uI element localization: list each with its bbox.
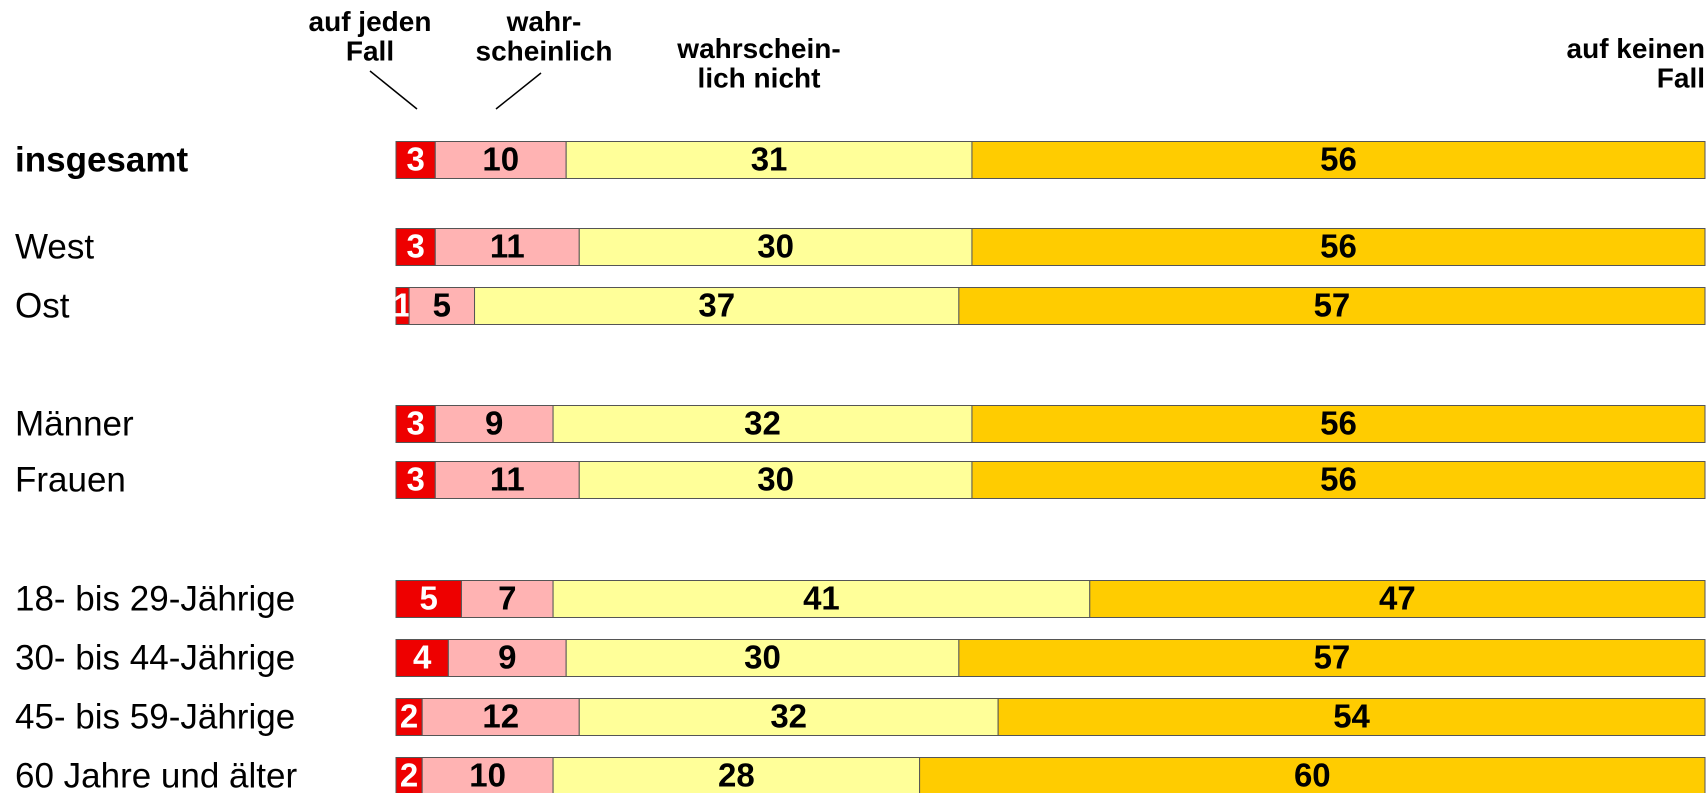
bar-segment [434,141,567,179]
value-label: 41 [803,580,840,617]
bar-segment [1089,580,1706,618]
bar-segment [395,639,449,677]
bar-segment [395,228,436,266]
value-label: 56 [1320,461,1357,498]
bar-segment [919,757,1706,793]
bar-segment [971,228,1706,266]
bar-segment [552,405,973,443]
bar-segment [971,141,1706,179]
bar-segment [578,228,973,266]
bar-segment [395,461,436,499]
value-label: 30 [744,639,781,676]
value-label: 3 [406,461,424,498]
value-label: 32 [744,405,781,442]
value-label: 12 [482,698,519,735]
row-label: insgesamt [15,140,188,179]
leader-line [369,70,418,110]
value-label: 1 [393,287,411,324]
value-label: 37 [698,287,735,324]
bar-segment [971,461,1706,499]
value-label: 60 [1294,757,1331,793]
value-label: 54 [1333,698,1370,735]
value-label: 5 [420,580,438,617]
value-label: 57 [1314,639,1351,676]
row-label: Männer [15,404,134,443]
value-label: 3 [406,141,424,178]
bar-segment [565,639,960,677]
row-label: 18- bis 29-Jährige [15,579,295,618]
value-label: 10 [469,757,506,793]
bar-segment [474,287,960,325]
bar-segment [447,639,567,677]
value-label: 57 [1314,287,1351,324]
legend-label: wahrschein-lich nicht [676,33,840,93]
value-label: 47 [1379,580,1416,617]
bar-segment [971,405,1706,443]
bar-segment [421,757,554,793]
bar-segment [958,287,1706,325]
value-label: 30 [757,461,794,498]
legend-label: auf jeden Fall [309,6,432,66]
value-label: 7 [498,580,516,617]
value-label: 9 [485,405,503,442]
bar-segment [552,580,1091,618]
value-label: 28 [718,757,755,793]
row-label: 30- bis 44-Jährige [15,638,295,677]
value-label: 56 [1320,141,1357,178]
value-label: 32 [770,698,807,735]
bar-segment [997,698,1706,736]
legend-label: wahr-scheinlich [476,6,613,66]
value-label: 30 [757,228,794,265]
row-label: West [15,227,94,266]
value-label: 2 [400,698,418,735]
value-label: 56 [1320,405,1357,442]
value-label: 10 [482,141,519,178]
legend-label: auf keinen Fall [1567,33,1705,93]
leader-line [495,72,542,110]
bar-segment [958,639,1706,677]
value-label: 31 [751,141,788,178]
value-label: 5 [433,287,451,324]
row-label: Ost [15,286,70,325]
value-label: 11 [490,228,525,265]
bar-segment [395,698,423,736]
value-label: 3 [406,405,424,442]
bar-segment [395,141,436,179]
bar-segment [395,405,436,443]
value-label: 2 [400,757,418,793]
value-label: 11 [490,461,525,498]
bar-segment [434,228,580,266]
bar-segment [565,141,973,179]
bar-segment [578,461,973,499]
row-label: 60 Jahre und älter [15,756,297,793]
bar-segment [434,461,580,499]
bar-segment [421,698,580,736]
bar-segment [552,757,921,793]
bar-segment [395,580,462,618]
value-label: 9 [498,639,516,676]
value-label: 4 [413,639,432,676]
bar-segment [408,287,476,325]
row-label: 45- bis 59-Jährige [15,697,295,736]
value-label: 3 [406,228,424,265]
value-label: 56 [1320,228,1357,265]
row-label: Frauen [15,460,126,499]
